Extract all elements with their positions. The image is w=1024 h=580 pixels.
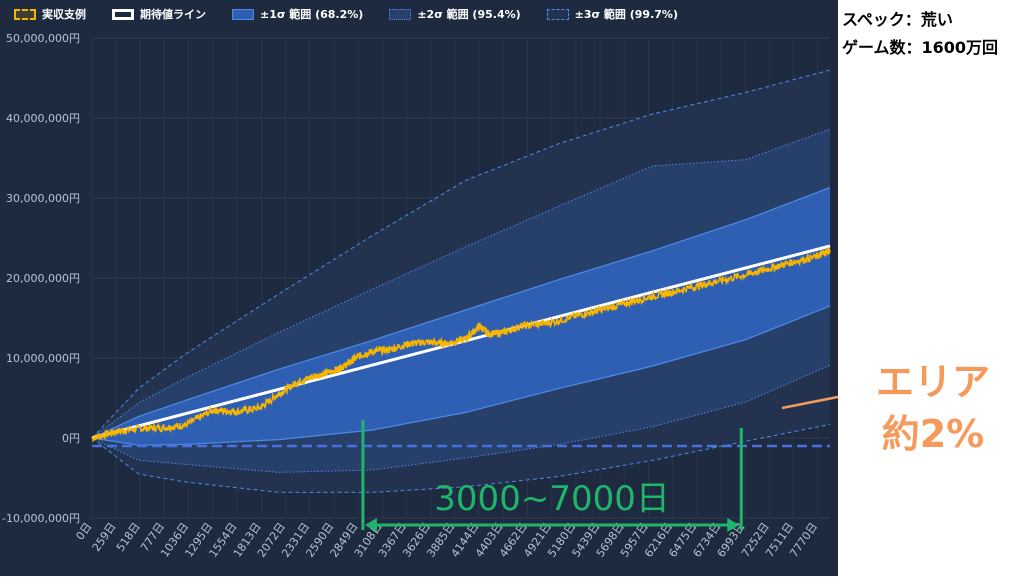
legend-label: ±2σ 範囲 (95.4%) bbox=[417, 8, 521, 21]
y-tick-label: -10,000,000円 bbox=[2, 512, 80, 525]
spec-games: ゲーム数：1600万回 bbox=[842, 38, 999, 57]
legend-swatch-expected bbox=[112, 8, 134, 20]
range-arrow-left-head bbox=[364, 518, 377, 532]
x-tick-label: 518日 bbox=[114, 520, 143, 554]
chart-panel: 50,000,000円 40,000,000円 30,000,000円 20,000,… bbox=[0, 0, 854, 576]
y-tick-label: 0円 bbox=[62, 432, 80, 445]
sigma2-lower-edge bbox=[91, 364, 831, 473]
y-tick-label: 10,000,000円 bbox=[6, 352, 80, 365]
legend-label: ±3σ 範囲 (99.7%) bbox=[574, 8, 678, 21]
legend-swatch-sigma1 bbox=[232, 8, 254, 20]
actual-line bbox=[91, 246, 831, 443]
chart-legend: 実収支例 期待値ライン ±1σ 範囲 (68.2%) ±2σ 範囲 (95.4%… bbox=[14, 6, 678, 22]
area-annotation-line1: エリア bbox=[875, 360, 990, 404]
sigma2-upper-edge bbox=[91, 128, 831, 439]
sigma1-lower-edge bbox=[91, 305, 831, 446]
spec-info: スペック：荒い ゲーム数：1600万回 bbox=[842, 6, 998, 62]
legend-label: ±1σ 範囲 (68.2%) bbox=[260, 8, 364, 21]
legend-swatch-sigma2 bbox=[389, 8, 412, 20]
legend-swatch-sigma3 bbox=[546, 8, 569, 20]
legend-item-expected[interactable]: 期待値ライン bbox=[112, 6, 206, 22]
sigma1-upper-edge bbox=[91, 187, 831, 439]
sigma3-lower-edge bbox=[91, 423, 831, 493]
spec-type: スペック：荒い bbox=[842, 10, 953, 29]
range-label: 3000~7000日 bbox=[434, 479, 670, 519]
legend-label: 期待値ライン bbox=[140, 8, 206, 21]
legend-item-sigma3[interactable]: ±3σ 範囲 (99.7%) bbox=[546, 6, 678, 22]
range-arrow-right-head bbox=[727, 518, 740, 532]
y-tick-label: 40,000,000円 bbox=[6, 112, 80, 125]
chart-svg: 50,000,000円 40,000,000円 30,000,000円 20,000,… bbox=[2, 32, 854, 560]
sigma3-upper-edge bbox=[91, 69, 831, 439]
legend-item-actual[interactable]: 実収支例 bbox=[14, 6, 86, 22]
area-annotation: エリア 約2% bbox=[868, 356, 998, 460]
y-tick-label: 20,000,000円 bbox=[6, 272, 80, 285]
sigma1-band bbox=[92, 187, 830, 446]
legend-item-sigma2[interactable]: ±2σ 範囲 (95.4%) bbox=[389, 6, 521, 22]
legend-swatch-actual bbox=[14, 8, 36, 20]
y-tick-label: 50,000,000円 bbox=[6, 32, 80, 45]
y-tick-label: 30,000,000円 bbox=[6, 192, 80, 205]
area-annotation-line2: 約2% bbox=[881, 412, 985, 456]
legend-item-sigma1[interactable]: ±1σ 範囲 (68.2%) bbox=[232, 6, 363, 22]
x-tick-label: 259日 bbox=[90, 520, 119, 554]
legend-label: 実収支例 bbox=[42, 8, 86, 21]
